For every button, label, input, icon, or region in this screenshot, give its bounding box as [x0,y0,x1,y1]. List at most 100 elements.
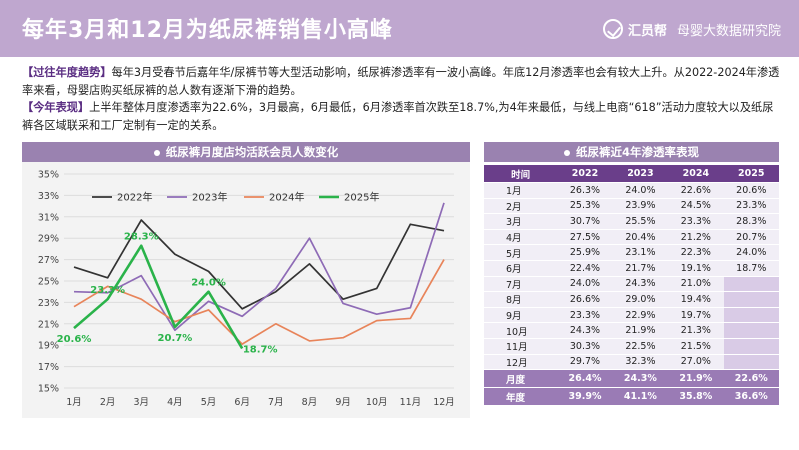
table-cell: 3月 [484,214,558,229]
table-cell: 21.3% [668,323,724,338]
table-cell: 5月 [484,245,558,260]
y-tick-label: 33% [38,191,59,202]
table-summary-row: 年度 39.9% 41.1% 35.8% 36.6% [484,388,779,406]
table-cell: 32.3% [612,354,669,370]
table-cell: 23.9% [612,198,669,214]
y-tick-label: 25% [38,277,59,288]
table-row: 1月 26.3% 24.0% 22.6% 20.6% [484,183,779,198]
x-tick-label: 11月 [400,397,422,408]
table-row: 2月 25.3% 23.9% 24.5% 23.3% [484,198,779,214]
y-tick-label: 15% [38,384,59,395]
table-cell: 23.3% [668,214,724,229]
y-tick-label: 29% [38,234,59,245]
data-label: 28.3% [124,232,159,243]
y-tick-label: 31% [38,212,59,223]
table-header-cell: 2023 [612,165,669,182]
table-cell: 10月 [484,323,558,338]
x-tick-label: 1月 [66,397,82,408]
x-tick-label: 5月 [201,397,217,408]
table-cell [723,307,779,323]
table-cell: 23.1% [612,245,669,260]
x-tick-label: 10月 [366,397,388,408]
table-cell: 21.7% [612,260,669,276]
table-cell: 27.5% [557,229,613,245]
table-cell: 21.0% [668,276,724,292]
table-cell: 24.0% [557,276,613,292]
x-tick-label: 6月 [234,397,250,408]
table-summary-cell: 35.8% [668,388,724,406]
table-row: 12月 29.7% 32.3% 27.0% [484,354,779,370]
series-line-2024年 [73,259,445,345]
table-row: 4月 27.5% 20.4% 21.2% 20.7% [484,229,779,245]
data-label: 18.7% [243,344,278,355]
table-row: 10月 24.3% 21.9% 21.3% [484,323,779,338]
x-tick-label: 8月 [302,397,318,408]
table-row: 3月 30.7% 25.5% 23.3% 28.3% [484,214,779,229]
table-cell: 22.6% [668,183,724,198]
table-cell [723,338,779,354]
table-cell: 19.1% [668,260,724,276]
table-cell: 28.3% [723,214,779,229]
table-cell: 22.4% [557,260,613,276]
table-summary-row: 月度 26.4% 24.3% 21.9% 22.6% [484,370,779,388]
table-summary-cell: 21.9% [668,370,724,388]
table-cell: 25.9% [557,245,613,260]
legend-label: 2025年 [344,191,379,204]
table-cell: 24.5% [668,198,724,214]
header-bar: 每年3月和12月为纸尿裤销售小高峰 汇员帮 母婴大数据研究院 [0,0,799,57]
table-cell: 24.3% [557,323,613,338]
table-title: 纸尿裤近4年渗透率表现 [575,145,699,159]
penetration-table: 时间 2022 2023 2024 2025 1月 26.3% 24.0% 22.6% 20.6… [484,164,779,406]
table-cell: 24.3% [612,276,669,292]
table-cell: 19.4% [668,292,724,307]
now-tag: 【今年表现】 [22,101,90,114]
table-cell: 7月 [484,276,558,292]
table-cell: 26.3% [557,183,613,198]
legend-label: 2023年 [192,191,227,204]
table-cell [723,276,779,292]
x-tick-label: 7月 [268,397,284,408]
table-cell: 20.4% [612,229,669,245]
now-text: 上半年整体月度渗透率为22.6%，3月最高，6月最低，6月渗透率首次跌至18.7… [22,101,774,132]
x-tick-label: 9月 [335,397,351,408]
table-cell: 2月 [484,198,558,214]
line-chart-title: 纸尿裤月度店均活跃会员人数变化 [165,145,339,159]
legend-label: 2024年 [269,191,304,204]
table-cell: 4月 [484,229,558,245]
table-panel: 纸尿裤近4年渗透率表现 时间 2022 2023 2024 2025 1月 26.3% 24… [484,142,779,418]
table-summary-cell: 22.6% [723,370,779,388]
x-tick-label: 12月 [433,397,455,408]
x-tick-label: 4月 [167,397,183,408]
table-cell: 24.0% [723,245,779,260]
x-tick-label: 2月 [100,397,116,408]
table-cell: 29.0% [612,292,669,307]
page-title: 每年3月和12月为纸尿裤销售小高峰 [22,18,393,43]
table-cell: 20.7% [723,229,779,245]
data-label: 24.0% [191,278,226,289]
table-cell: 1月 [484,183,558,198]
table-row: 5月 25.9% 23.1% 22.3% 24.0% [484,245,779,260]
table-cell [723,323,779,338]
brand-name: 汇员帮 [627,23,667,39]
bullet-icon [153,149,160,156]
line-chart: 15% 17% 19% 21% 23% 25% 27% 29% 31% 33% 35% 1月 2月 3月 4… [38,170,455,409]
series-line-2025年 [73,244,244,350]
table-cell: 8月 [484,292,558,307]
table-cell: 27.0% [668,354,724,370]
table-cell: 26.6% [557,292,613,307]
table-cell: 22.5% [612,338,669,354]
table-cell: 24.0% [612,183,669,198]
x-tick-label: 3月 [133,397,149,408]
table-head-row: 时间 2022 2023 2024 2025 [484,165,779,182]
y-tick-label: 23% [38,298,59,309]
y-tick-label: 17% [38,362,59,373]
brand: 汇员帮 母婴大数据研究院 [602,19,781,39]
table-row: 9月 23.3% 22.9% 19.7% [484,307,779,323]
table-summary-cell: 月度 [484,370,558,388]
y-tick-label: 21% [38,319,59,330]
table-cell [723,354,779,370]
table-cell: 11月 [484,338,558,354]
table-header-cell: 2025 [723,165,779,182]
table-row: 11月 30.3% 22.5% 21.5% [484,338,779,354]
table-cell: 23.3% [557,307,613,323]
